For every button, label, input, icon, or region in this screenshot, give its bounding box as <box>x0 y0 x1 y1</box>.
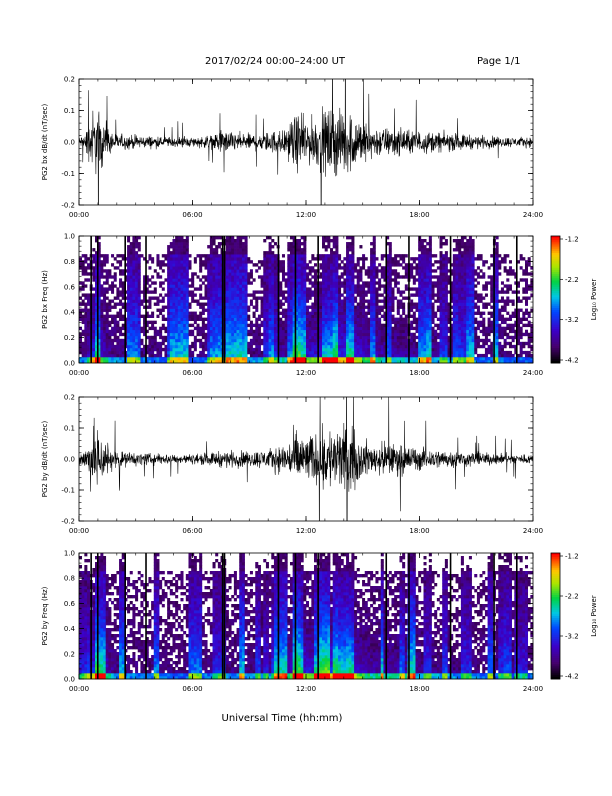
x-tick-label: 12:00 <box>296 211 316 219</box>
y-tick-label: 0.2 <box>64 650 75 658</box>
y-tick-label: 0.0 <box>64 360 75 368</box>
page-number: Page 1/1 <box>477 56 520 67</box>
data-gap <box>145 553 147 679</box>
y-tick-label: 0.6 <box>64 600 76 608</box>
by-spectrogram-panel: -1.2 -2.2 -3.2 -4.2 Log₁₀ Power 00:00 06:00 12:… <box>41 550 598 694</box>
y-tick-label: -0.2 <box>61 202 75 210</box>
x-tick-label: 06:00 <box>182 527 202 535</box>
y-tick-label: 0.0 <box>64 139 75 147</box>
colorbar-label: Log₁₀ Power <box>590 595 598 637</box>
data-gap <box>493 236 495 363</box>
data-gap <box>317 236 319 363</box>
x-tick-label: 18:00 <box>409 685 429 693</box>
y-tick-label: 0.2 <box>64 394 75 402</box>
x-tick-label: 12:00 <box>296 369 316 377</box>
y-axis-title: PG2 by dB/dt (nT/sec) <box>41 420 49 497</box>
y-tick-label: 1.0 <box>64 550 75 558</box>
colorbar-tick-label: -1.2 <box>565 236 579 244</box>
colorbar-tick-label: -2.2 <box>565 593 579 601</box>
x-tick-label: 24:00 <box>523 211 543 219</box>
data-gap <box>278 236 280 363</box>
x-tick-label: 00:00 <box>69 369 89 377</box>
y-tick-label: 0.1 <box>64 425 75 433</box>
data-gap <box>222 236 224 363</box>
x-tick-label: 12:00 <box>296 527 316 535</box>
colorbar-tick-label: -2.2 <box>565 276 579 284</box>
colorbar-tick-label: -3.2 <box>565 633 579 641</box>
data-gap <box>295 236 297 363</box>
y-tick-label: -0.1 <box>61 170 75 178</box>
y-tick-label: 0.4 <box>64 625 76 633</box>
data-gap <box>224 236 226 363</box>
x-axis-title: Universal Time (hh:mm) <box>222 713 343 724</box>
y-axis-title: PG2 by Freq (Hz) <box>41 586 49 645</box>
data-gap <box>278 553 280 679</box>
data-gap <box>222 553 224 679</box>
data-gap <box>145 236 147 363</box>
x-tick-label: 24:00 <box>523 685 543 693</box>
x-tick-label: 00:00 <box>69 527 89 535</box>
colorbar-tick-label: -3.2 <box>565 316 579 324</box>
data-gap <box>408 553 410 679</box>
data-gap <box>385 236 387 363</box>
y-tick-label: 0.8 <box>64 258 75 266</box>
y-tick-label: -0.1 <box>61 487 75 495</box>
y-axis-title: PG2 bx dB/dt (nT/sec) <box>41 103 49 180</box>
y-tick-label: 0.2 <box>64 334 75 342</box>
data-gap <box>516 553 518 679</box>
y-tick-label: 0.0 <box>64 456 75 464</box>
page-title: 2017/02/24 00:00–24:00 UT <box>205 56 346 67</box>
y-tick-label: 0.4 <box>64 309 76 317</box>
x-tick-label: 24:00 <box>523 369 543 377</box>
data-gap <box>97 553 99 679</box>
data-gap <box>90 236 92 363</box>
y-tick-label: 0.8 <box>64 575 75 583</box>
x-tick-label: 12:00 <box>296 685 316 693</box>
x-tick-label: 06:00 <box>182 211 202 219</box>
y-tick-label: 0.2 <box>64 76 75 84</box>
y-axis-title: PG2 bx Freq (Hz) <box>41 270 49 329</box>
x-tick-label: 24:00 <box>523 527 543 535</box>
data-gap <box>450 553 452 679</box>
data-gap <box>516 236 518 363</box>
colorbar-tick-label: -4.2 <box>565 673 579 681</box>
data-gap <box>97 236 99 363</box>
colorbar-tick-label: -1.2 <box>565 553 579 561</box>
y-tick-label: 0.0 <box>64 676 75 684</box>
data-gap <box>124 236 126 363</box>
y-tick-label: 1.0 <box>64 233 75 241</box>
data-gap <box>317 553 319 679</box>
y-tick-label: 0.6 <box>64 283 76 291</box>
colorbar-label: Log₁₀ Power <box>590 279 598 321</box>
x-tick-label: 18:00 <box>409 369 429 377</box>
data-gap <box>124 553 126 679</box>
x-tick-label: 06:00 <box>182 369 202 377</box>
x-tick-label: 18:00 <box>409 211 429 219</box>
data-gap <box>493 553 495 679</box>
x-tick-label: 00:00 <box>69 211 89 219</box>
data-gap <box>385 553 387 679</box>
y-tick-label: -0.2 <box>61 518 75 526</box>
data-gap <box>408 236 410 363</box>
colorbar-tick-label: -4.2 <box>565 357 579 365</box>
x-tick-label: 18:00 <box>409 527 429 535</box>
y-tick-label: 0.1 <box>64 107 75 115</box>
data-gap <box>295 553 297 679</box>
x-tick-label: 06:00 <box>182 685 202 693</box>
x-tick-label: 00:00 <box>69 685 89 693</box>
data-gap <box>450 236 452 363</box>
data-gap <box>90 553 92 679</box>
data-gap <box>224 553 226 679</box>
